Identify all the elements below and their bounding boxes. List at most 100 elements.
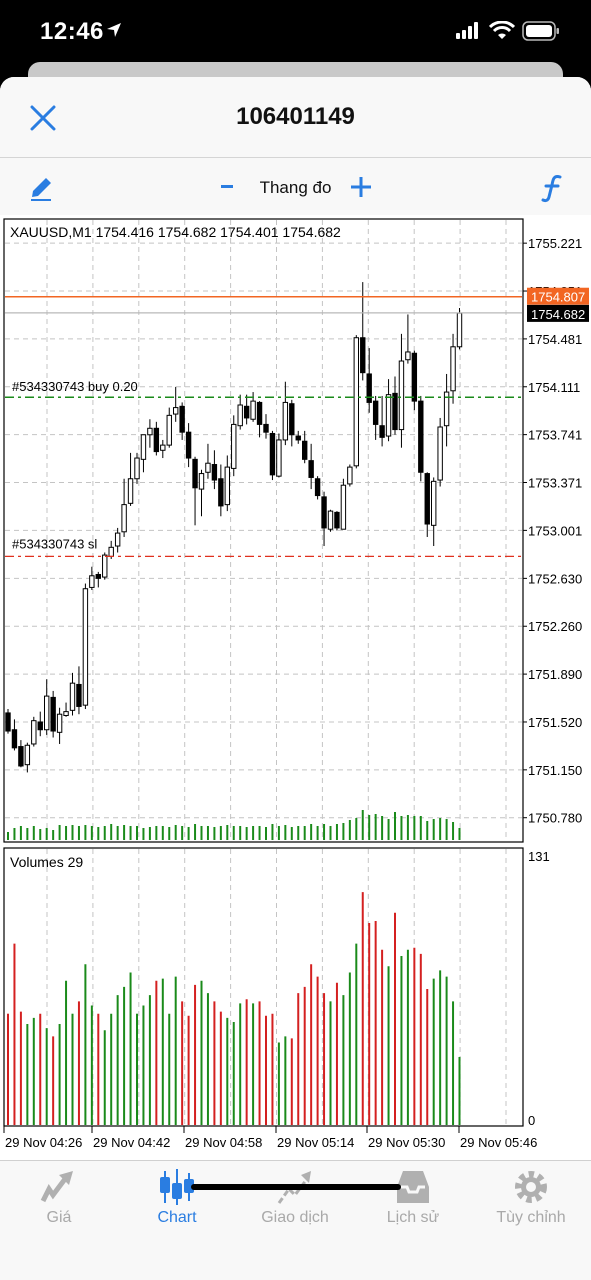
time-label: 29 Nov 04:26 <box>5 1135 82 1150</box>
trend-arrow-icon <box>40 1171 73 1203</box>
price-label: 1753.001 <box>528 523 582 538</box>
candle-bear <box>372 400 379 425</box>
candle-bull <box>63 711 69 717</box>
chart-toolbar: Thang đo <box>0 158 591 216</box>
candle-bear <box>314 478 321 497</box>
candle-bear <box>37 721 43 731</box>
candle-bull <box>347 466 353 485</box>
tab-lich-su[interactable]: Lịch sử <box>354 1161 472 1241</box>
zoom-in-icon[interactable] <box>349 175 373 199</box>
price-label: 1753.371 <box>528 476 582 491</box>
price-label: 1753.741 <box>528 428 582 443</box>
price-lines: #534330743 buy 0.20 #534330743 sl <box>5 295 522 558</box>
symbol-info: XAUUSD,M1 1754.416 1754.682 1754.401 175… <box>10 224 341 240</box>
candle-bull <box>353 337 360 467</box>
candle-bear <box>76 683 82 707</box>
candle-bear <box>95 573 101 579</box>
gear-icon <box>515 1171 547 1203</box>
pencil-icon[interactable] <box>28 175 54 201</box>
volume-overlay <box>7 810 461 840</box>
price-label: 1754.481 <box>528 332 582 347</box>
candle-bull <box>231 423 237 469</box>
candle-bear <box>366 373 372 403</box>
candle-bull <box>398 360 405 431</box>
tab-label-gia: Giá <box>46 1209 72 1226</box>
time-label: 29 Nov 04:58 <box>185 1135 262 1150</box>
candle-bull <box>127 478 134 504</box>
candle-bull <box>121 504 127 533</box>
time-axis: 29 Nov 04:26 29 Nov 04:42 29 Nov 04:58 29 N… <box>3 1126 537 1150</box>
candle-bull <box>443 391 450 427</box>
volume-max-label: 131 <box>528 849 550 864</box>
candle-bull <box>108 546 114 557</box>
candle-bear <box>18 746 24 767</box>
scale-label: Thang đo <box>259 178 332 197</box>
tab-gia[interactable]: Giá <box>0 1161 118 1241</box>
candle-bull <box>160 444 166 451</box>
ask-price-label: 1754.807 <box>531 290 585 305</box>
candle-bear <box>263 423 269 433</box>
price-label: 1754.111 <box>528 380 580 395</box>
price-label: 1755.221 <box>528 236 582 251</box>
volume-min-label: 0 <box>528 1113 535 1128</box>
candle-bull <box>166 414 172 446</box>
price-label: 1751.150 <box>528 763 582 778</box>
candle-bull <box>102 554 108 578</box>
candle-bull <box>82 588 89 706</box>
candle-bear <box>424 473 430 525</box>
volume-pane-frame <box>3 847 524 1127</box>
status-bar: 12:46 <box>0 0 591 64</box>
candle-bear <box>289 403 295 436</box>
tab-tuy-chinh[interactable]: Tùy chỉnh <box>472 1161 590 1241</box>
candle-bull <box>198 473 205 490</box>
candle-bear <box>379 425 385 438</box>
tab-label-tuy-chinh: Tùy chỉnh <box>496 1209 566 1226</box>
candle-bear <box>256 401 263 425</box>
close-icon[interactable] <box>28 103 58 133</box>
candle-bull <box>147 427 153 436</box>
location-arrow-icon <box>107 23 121 37</box>
ask-price-tag <box>527 287 589 305</box>
history-inbox-icon <box>397 1171 429 1203</box>
candle-bull <box>431 480 437 526</box>
candle-bull <box>224 466 231 506</box>
battery-icon <box>522 21 559 41</box>
candle-bear <box>302 440 308 460</box>
candle-bull <box>114 532 121 547</box>
candle-bear <box>153 427 160 453</box>
candle-bear <box>295 435 301 441</box>
time-label: 29 Nov 05:46 <box>460 1135 537 1150</box>
candle-bull <box>31 720 37 745</box>
home-indicator <box>191 1184 401 1190</box>
wifi-icon <box>489 21 515 39</box>
candle-bear <box>185 431 192 459</box>
chart-sheet: 106401149 Thang đo #534330743 buy 0.20 #5… <box>0 77 591 1280</box>
status-time: 12:46 <box>40 18 104 45</box>
candlestick-icon <box>160 1169 194 1205</box>
candle-bull <box>276 439 282 477</box>
candle-bull <box>405 351 411 361</box>
cellular-signal-icon <box>456 22 478 39</box>
candle-bear <box>211 464 218 481</box>
trade-icon <box>277 1171 311 1204</box>
buy-order-label: #534330743 buy 0.20 <box>12 379 138 394</box>
stop-loss-label: #534330743 sl <box>12 536 97 551</box>
zoom-out-icon[interactable] <box>220 183 236 191</box>
candle-bear <box>11 729 18 749</box>
candle-bull <box>173 407 179 415</box>
candle-bear <box>5 712 11 732</box>
candle-bear <box>192 458 198 489</box>
tab-chart[interactable]: Chart <box>118 1161 236 1241</box>
candle-bull <box>450 346 456 392</box>
account-title: 106401149 <box>236 103 355 130</box>
candle-bull <box>437 426 443 481</box>
price-chart[interactable]: #534330743 buy 0.20 #534330743 sl XAUUSD,… <box>0 215 591 1155</box>
candle-bull <box>69 682 76 711</box>
candle-bull <box>134 457 140 480</box>
chart-area[interactable]: #534330743 buy 0.20 #534330743 sl XAUUSD,… <box>0 215 591 1155</box>
candle-bear <box>360 337 366 374</box>
time-label: 29 Nov 04:42 <box>93 1135 170 1150</box>
price-label: 1751.520 <box>528 715 582 730</box>
indicators-icon[interactable] <box>540 173 564 203</box>
tab-giao-dich[interactable]: Giao dịch <box>236 1161 354 1241</box>
